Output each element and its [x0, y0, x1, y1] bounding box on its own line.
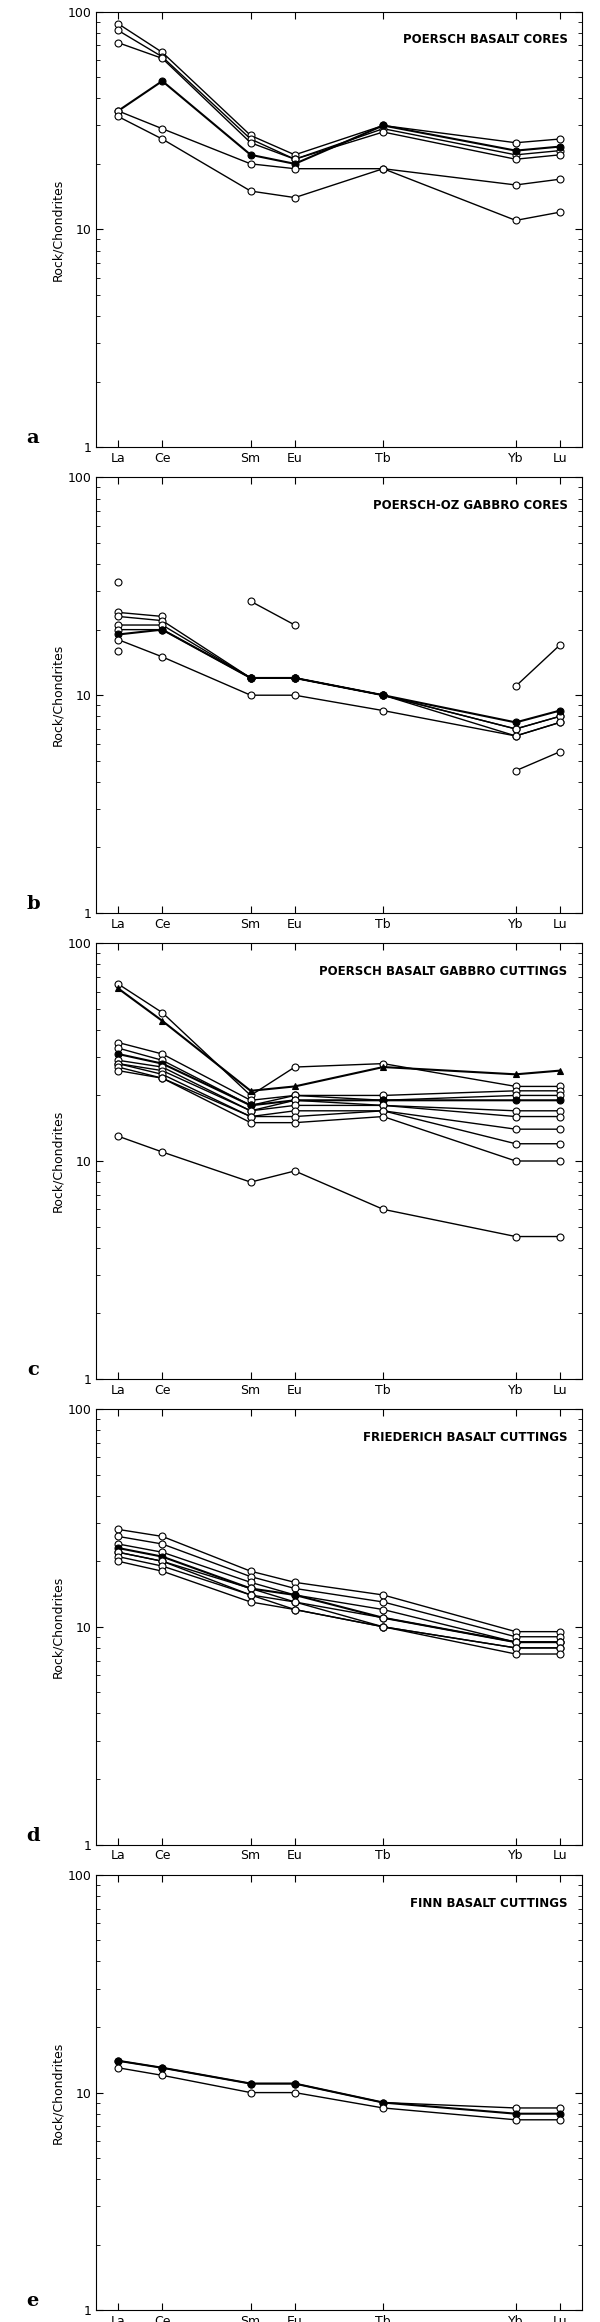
Text: POERSCH BASALT GABBRO CUTTINGS: POERSCH BASALT GABBRO CUTTINGS — [319, 966, 568, 978]
Y-axis label: Rock/Chondrites: Rock/Chondrites — [52, 179, 64, 281]
Text: c: c — [27, 1361, 39, 1379]
Y-axis label: Rock/Chondrites: Rock/Chondrites — [52, 643, 64, 745]
Text: b: b — [26, 894, 40, 913]
Text: a: a — [26, 430, 39, 448]
Y-axis label: Rock/Chondrites: Rock/Chondrites — [52, 2041, 64, 2143]
Text: FRIEDERICH BASALT CUTTINGS: FRIEDERICH BASALT CUTTINGS — [363, 1430, 568, 1444]
Y-axis label: Rock/Chondrites: Rock/Chondrites — [52, 1110, 64, 1212]
Text: POERSCH-OZ GABBRO CORES: POERSCH-OZ GABBRO CORES — [373, 499, 568, 513]
Y-axis label: Rock/Chondrites: Rock/Chondrites — [52, 1577, 64, 1679]
Text: POERSCH BASALT CORES: POERSCH BASALT CORES — [403, 33, 568, 46]
Text: e: e — [26, 2292, 39, 2310]
Text: d: d — [26, 1827, 40, 1844]
Text: FINN BASALT CUTTINGS: FINN BASALT CUTTINGS — [410, 1897, 568, 1909]
